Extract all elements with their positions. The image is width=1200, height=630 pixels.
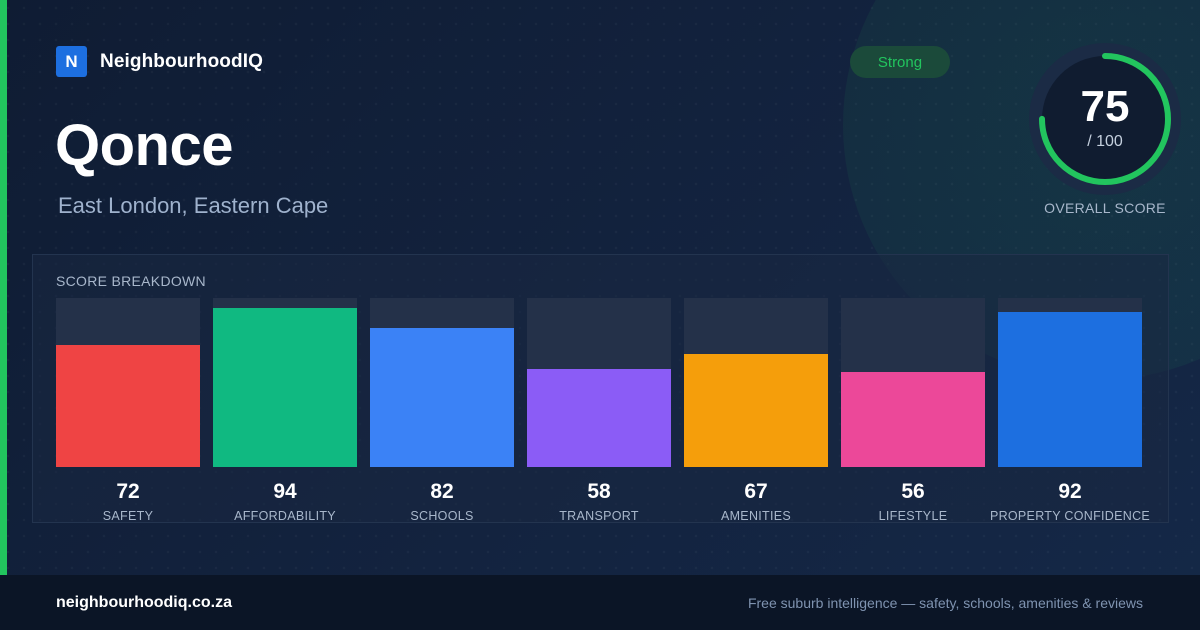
bar-track: [213, 298, 357, 467]
bar-value: 56: [901, 480, 925, 503]
footer-domain-link[interactable]: neighbourhoodiq.co.za: [56, 594, 232, 611]
bar-value: 82: [430, 480, 454, 503]
score-ring-graphic: [1029, 43, 1181, 195]
bar-transport: 58 TRANSPORT: [527, 298, 671, 523]
bar-track: [527, 298, 671, 467]
suburb-region: East London, Eastern Cape: [58, 193, 329, 218]
bar-value: 72: [116, 480, 140, 503]
breakdown-title: SCORE BREAKDOWN: [56, 273, 206, 289]
bar-affordability: 94 AFFORDABILITY: [213, 298, 357, 523]
bar-label: AMENITIES: [720, 509, 792, 523]
bar-lifestyle: 56 LIFESTYLE: [841, 298, 985, 523]
brand-name: NeighbourhoodIQ: [100, 50, 263, 72]
overall-score-max: / 100: [1087, 133, 1123, 150]
bar-fill: [841, 372, 985, 467]
score-breakdown-panel: SCORE BREAKDOWN 72 SAFETY 94 AFFORDABILI…: [32, 254, 1169, 523]
footer-tagline: Free suburb intelligence — safety, schoo…: [747, 595, 1143, 611]
bar-track: [684, 298, 828, 467]
bar-fill: [213, 308, 357, 467]
overall-score-value: 75: [1080, 82, 1130, 131]
bar-value: 92: [1058, 480, 1082, 503]
footer: neighbourhoodiq.co.za Free suburb intell…: [0, 575, 1200, 630]
bar-label: AFFORDABILITY: [234, 509, 336, 523]
overall-score-ring: 75 / 100: [1028, 42, 1182, 196]
rating-badge: Strong: [850, 46, 950, 78]
bar-fill: [684, 354, 828, 467]
bar-label: SCHOOLS: [410, 509, 474, 523]
bar-value: 94: [273, 480, 297, 503]
brand: N NeighbourhoodIQ: [56, 46, 263, 77]
bar-track: [841, 298, 985, 467]
bar-schools: 82 SCHOOLS: [370, 298, 514, 523]
bar-label: LIFESTYLE: [878, 509, 948, 523]
bar-fill: [370, 328, 514, 467]
ring-inner: [1042, 56, 1168, 182]
brand-logo-icon: N: [56, 46, 87, 77]
overall-score-label: OVERALL SCORE: [1044, 200, 1166, 216]
bar-value: 67: [744, 480, 768, 503]
ring-arc: [1039, 53, 1171, 185]
suburb-title: Qonce: [55, 113, 234, 178]
accent-bar: [0, 0, 7, 575]
bar-value: 58: [587, 480, 611, 503]
bar-amenities: 67 AMENITIES: [684, 298, 828, 523]
bar-property-confidence: 92 PROPERTY CONFIDENCE: [990, 298, 1150, 523]
bar-label: SAFETY: [102, 509, 154, 523]
bar-fill: [527, 369, 671, 467]
bar-track: [998, 298, 1142, 467]
bar-safety: 72 SAFETY: [56, 298, 200, 523]
bar-label: PROPERTY CONFIDENCE: [989, 509, 1151, 523]
bar-track: [370, 298, 514, 467]
bar-label: TRANSPORT: [559, 509, 639, 523]
bar-track: [56, 298, 200, 467]
bar-fill: [998, 312, 1142, 467]
bar-fill: [56, 345, 200, 467]
breakdown-bars: 72 SAFETY 94 AFFORDABILITY 82 SCHOOLS 58…: [56, 298, 1150, 523]
